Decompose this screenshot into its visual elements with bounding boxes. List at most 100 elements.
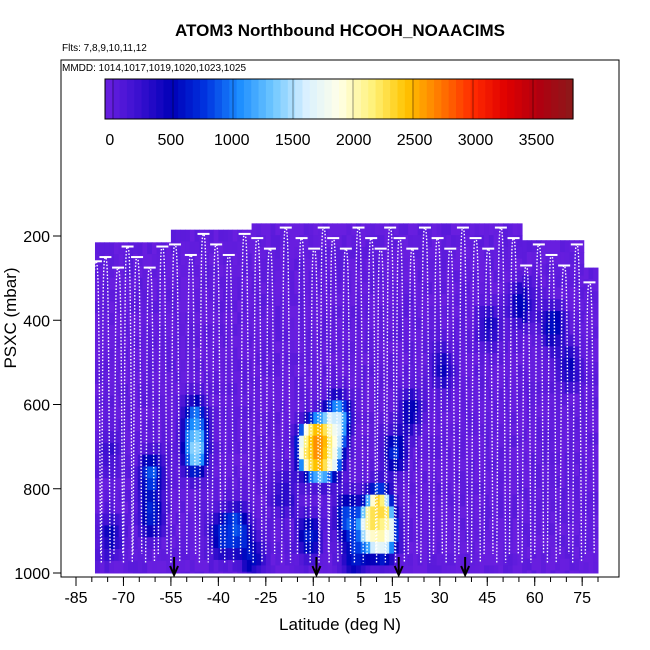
- heatmap-cell: [313, 423, 319, 437]
- heatmap-cell: [218, 300, 224, 313]
- heatmap-cell: [270, 341, 276, 354]
- heatmap-cell: [355, 459, 362, 472]
- colorbar-segment: [441, 79, 450, 119]
- heatmap-cell: [280, 506, 286, 519]
- heatmap-cell: [384, 294, 390, 307]
- heatmap-cell: [256, 388, 262, 401]
- heatmap-cell: [199, 536, 205, 549]
- heatmap-cell: [564, 299, 571, 312]
- heatmap-cell: [161, 289, 167, 302]
- heatmap-cell: [389, 423, 395, 437]
- heatmap-cell: [488, 294, 495, 307]
- heatmap-cell: [242, 500, 248, 514]
- heatmap-cell: [308, 471, 314, 484]
- heatmap-cell: [479, 341, 485, 354]
- heatmap-cell: [412, 482, 419, 496]
- heatmap-cell: [351, 376, 357, 389]
- heatmap-cell: [113, 313, 120, 326]
- heatmap-cell: [113, 501, 120, 515]
- heatmap-cell: [517, 435, 523, 448]
- heatmap-cell: [313, 447, 319, 460]
- heatmap-cell: [488, 494, 495, 507]
- heatmap-cell: [265, 471, 272, 484]
- heatmap-cell: [123, 548, 129, 562]
- heatmap-cell: [204, 383, 210, 396]
- heatmap-cell: [341, 294, 347, 307]
- heatmap-cell: [175, 229, 181, 242]
- heatmap-cell: [436, 565, 442, 574]
- heatmap-cell: [412, 459, 419, 472]
- heatmap-cell: [408, 305, 414, 319]
- heatmap-cell: [156, 490, 162, 503]
- heatmap-cell: [341, 235, 347, 248]
- heatmap-cell: [484, 294, 490, 307]
- x-tick-label: 60: [526, 590, 544, 607]
- heatmap-cell: [484, 235, 490, 248]
- heatmap-cell: [574, 440, 580, 454]
- heatmap-cell: [208, 347, 215, 360]
- heatmap-cell: [355, 412, 362, 425]
- heatmap-cell: [109, 466, 115, 479]
- heatmap-cell: [284, 329, 291, 342]
- colorbar-segment: [397, 79, 406, 119]
- heatmap-cell: [555, 546, 561, 560]
- heatmap-cell: [498, 530, 504, 543]
- heatmap-cell: [355, 494, 362, 507]
- heatmap-cell: [346, 364, 352, 378]
- heatmap-cell: [346, 235, 352, 248]
- heatmap-cell: [170, 477, 177, 490]
- heatmap-cell: [393, 435, 400, 448]
- heatmap-cell: [403, 223, 409, 236]
- heatmap-cell: [170, 253, 177, 266]
- heatmap-cell: [109, 501, 115, 515]
- heatmap-cell: [436, 435, 442, 448]
- heatmap-cell: [550, 405, 556, 418]
- heatmap-cell: [474, 494, 480, 507]
- heatmap-cell: [512, 471, 518, 484]
- heatmap-cell: [175, 453, 181, 467]
- heatmap-cell: [488, 400, 495, 413]
- heatmap-cell: [384, 400, 390, 413]
- heatmap-cell: [455, 341, 461, 354]
- heatmap-cell: [223, 512, 229, 526]
- heatmap-cell: [427, 388, 433, 401]
- heatmap-cell: [384, 282, 390, 295]
- heatmap-cell: [313, 317, 319, 331]
- heatmap-cell: [327, 553, 333, 566]
- colorbar-ticks: 0 500 1000 1500 2000 2500 3000 3500: [105, 132, 554, 149]
- heatmap-cell: [460, 482, 466, 496]
- heatmap-cell: [503, 376, 509, 389]
- heatmap-cell: [104, 407, 110, 420]
- heatmap-cell: [318, 400, 324, 413]
- heatmap-cell: [393, 388, 400, 401]
- heatmap-cell: [351, 506, 357, 519]
- heatmap-cell: [99, 265, 105, 279]
- heatmap-cell: [147, 395, 153, 408]
- heatmap-cell: [318, 294, 324, 307]
- heatmap-cell: [341, 459, 347, 472]
- heatmap-cell: [389, 329, 395, 342]
- heatmap-cell: [128, 289, 134, 302]
- colorbar-segment: [163, 79, 172, 119]
- heatmap-cell: [185, 371, 191, 384]
- heatmap-cell: [393, 329, 400, 342]
- heatmap-cell: [446, 541, 452, 555]
- heatmap-cell: [170, 536, 177, 549]
- heatmap-cell: [545, 523, 552, 536]
- heatmap-cell: [194, 394, 200, 408]
- heatmap-cell: [308, 258, 314, 272]
- heatmap-cell: [398, 518, 404, 531]
- heatmap-cell: [588, 302, 594, 316]
- heatmap-cell: [412, 530, 419, 543]
- heatmap-cell: [99, 454, 105, 467]
- heatmap-cell: [313, 518, 319, 531]
- heatmap-cell: [560, 440, 566, 454]
- heatmap-cell: [142, 336, 148, 349]
- heatmap-cell: [474, 553, 480, 566]
- heatmap-cell: [431, 246, 438, 260]
- heatmap-cell: [94, 466, 101, 479]
- heatmap-cell: [555, 417, 561, 430]
- heatmap-cell: [555, 464, 561, 477]
- heatmap-cell: [208, 394, 215, 408]
- heatmap-cell: [208, 253, 215, 266]
